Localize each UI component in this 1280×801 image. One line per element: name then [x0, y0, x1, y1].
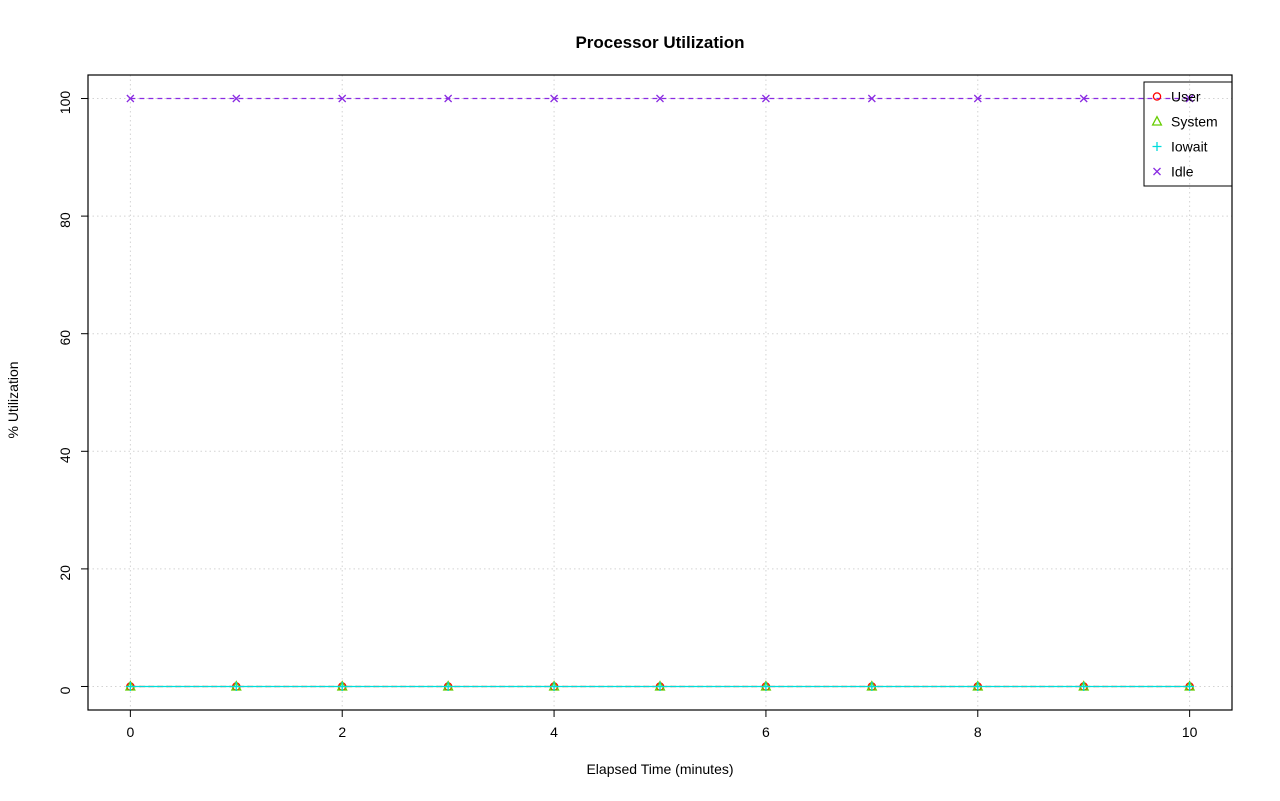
gridlines: [88, 75, 1232, 710]
legend-label: Idle: [1171, 164, 1194, 180]
legend-item-iowait: Iowait: [1152, 139, 1208, 155]
chart-title: Processor Utilization: [575, 33, 744, 52]
x-tick-label: 4: [550, 724, 558, 740]
legend-label: Iowait: [1171, 139, 1208, 155]
legend-box: [1143, 81, 1233, 187]
legend-item-system: System: [1151, 114, 1218, 130]
y-tick-label: 60: [57, 330, 73, 346]
legend-label: User: [1171, 89, 1201, 105]
x-axis-label: Elapsed Time (minutes): [586, 761, 733, 777]
y-tick-label: 100: [57, 91, 73, 115]
series-Iowait: [125, 681, 1195, 691]
x-tick-label: 6: [762, 724, 770, 740]
series-Idle: [126, 94, 1194, 103]
legend-item-idle: Idle: [1153, 164, 1194, 180]
legend: User System Iowait Idle: [1143, 81, 1233, 187]
y-tick-label: 0: [57, 686, 73, 694]
x-tick-label: 0: [126, 724, 134, 740]
y-axis-label: % Utilization: [5, 361, 21, 438]
x-tick-label: 8: [974, 724, 982, 740]
y-tick-label: 40: [57, 447, 73, 463]
x-tick-label: 2: [338, 724, 346, 740]
y-tick-label: 20: [57, 565, 73, 581]
legend-label: System: [1171, 114, 1218, 130]
y-tick-label: 80: [57, 212, 73, 228]
x-tick-label: 10: [1182, 724, 1198, 740]
plot-border: [87, 74, 1233, 711]
legend-item-user: User: [1152, 89, 1201, 105]
